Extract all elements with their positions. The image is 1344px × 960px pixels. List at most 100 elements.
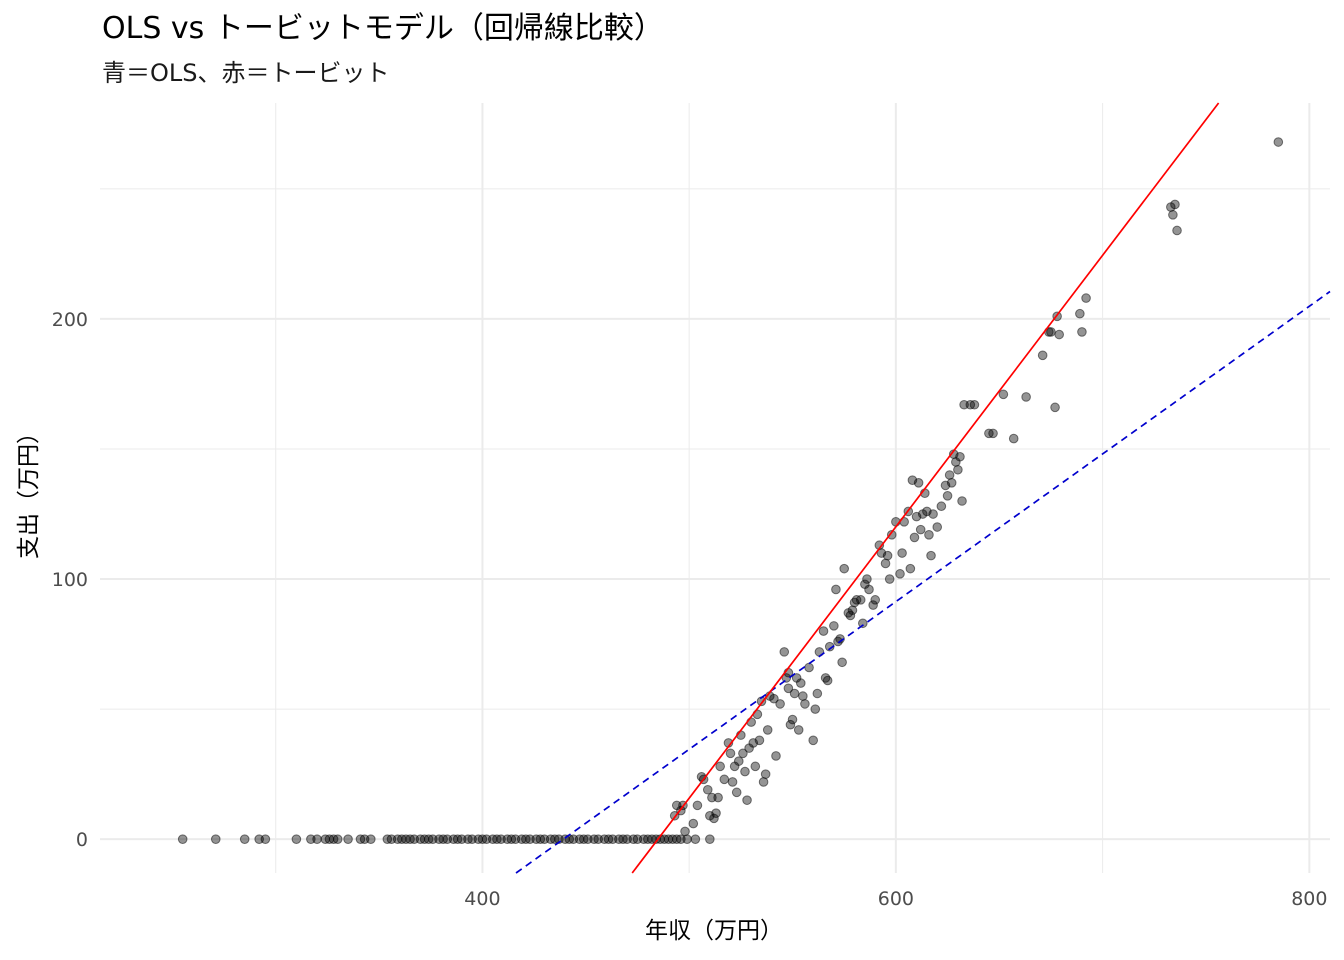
data-point <box>789 688 800 699</box>
data-point <box>868 600 878 610</box>
data-point <box>731 787 742 798</box>
data-point <box>715 761 725 772</box>
data-point <box>210 834 221 844</box>
data-point <box>955 451 965 462</box>
data-point <box>944 470 955 480</box>
data-point <box>1050 402 1060 413</box>
data-point <box>839 563 850 574</box>
data-point <box>758 777 769 787</box>
data-point <box>709 813 719 824</box>
data-point <box>915 524 926 535</box>
data-point <box>719 774 730 785</box>
data-point <box>779 647 790 657</box>
data-point <box>897 548 907 558</box>
data-point <box>291 834 302 844</box>
data-point <box>713 792 723 803</box>
data-point <box>884 574 895 584</box>
data-point <box>886 530 897 540</box>
data-point <box>808 735 818 746</box>
grid <box>100 103 1330 873</box>
data-point <box>1054 329 1064 340</box>
x-axis-title: 年収（万円） <box>645 918 783 944</box>
data-point <box>775 699 785 709</box>
x-tick-label: 800 <box>1291 888 1327 910</box>
data-point <box>810 704 821 714</box>
data-point <box>812 688 823 699</box>
data-point <box>1021 392 1031 402</box>
data-point <box>733 756 744 766</box>
data-point <box>1077 327 1087 337</box>
x-tick-label: 600 <box>878 888 914 910</box>
data-point <box>754 735 765 746</box>
data-point <box>711 808 721 818</box>
data-point <box>343 834 353 844</box>
data-point <box>795 678 806 688</box>
data-point <box>742 795 752 805</box>
data-point <box>762 725 773 735</box>
y-tick-label: 100 <box>52 569 88 591</box>
data-point <box>366 834 376 844</box>
data-point <box>913 477 924 488</box>
data-point <box>702 784 713 795</box>
data-point <box>787 714 798 725</box>
data-point <box>829 621 839 631</box>
data-point <box>1046 327 1056 337</box>
data-point <box>332 834 343 844</box>
tobit-line <box>631 102 1220 874</box>
data-point <box>953 464 963 475</box>
data-point <box>727 777 738 787</box>
data-point <box>924 530 934 540</box>
data-point <box>725 748 736 759</box>
data-point <box>738 748 748 759</box>
data-point <box>680 826 690 837</box>
data-point <box>864 584 874 595</box>
data-point <box>793 725 804 735</box>
data-point <box>957 496 967 506</box>
data-point <box>1168 210 1178 220</box>
data-point <box>1037 350 1048 361</box>
data-point <box>1008 433 1019 444</box>
data-point <box>177 834 188 844</box>
data-point <box>804 662 814 673</box>
data-point <box>1172 225 1182 236</box>
data-point <box>835 634 845 644</box>
data-point <box>870 595 881 605</box>
data-point <box>928 509 938 519</box>
data-point <box>1081 293 1091 303</box>
data-point <box>798 691 808 701</box>
data-point <box>988 428 998 439</box>
data-point <box>692 800 703 811</box>
data-point <box>818 626 829 636</box>
data-point <box>800 699 810 709</box>
data-point <box>926 550 936 561</box>
data-point <box>969 399 980 410</box>
regression-lines <box>515 102 1331 874</box>
data-point <box>946 477 957 488</box>
data-point <box>783 683 794 694</box>
data-point <box>855 595 866 605</box>
data-point <box>260 834 271 844</box>
data-point <box>822 675 833 686</box>
data-point <box>862 574 872 584</box>
data-point <box>880 558 891 569</box>
data-point <box>769 693 779 704</box>
y-axis-title: 支出（万円） <box>16 421 42 559</box>
data-point <box>882 550 893 561</box>
y-tick-label: 0 <box>76 829 88 851</box>
data-point <box>771 751 781 761</box>
data-point <box>239 834 250 844</box>
data-point <box>858 618 868 629</box>
ols-line <box>515 290 1331 874</box>
data-point <box>998 389 1009 400</box>
data-point <box>1273 137 1284 147</box>
data-point <box>682 834 692 844</box>
data-point <box>750 761 761 772</box>
data-point <box>936 501 947 512</box>
data-point <box>942 491 953 501</box>
y-tick-label: 200 <box>52 309 88 331</box>
data-point <box>837 657 847 668</box>
data-point <box>847 605 858 616</box>
data-point <box>705 834 715 844</box>
tick-labels: 400 600 800 0 100 200 <box>52 309 1328 910</box>
